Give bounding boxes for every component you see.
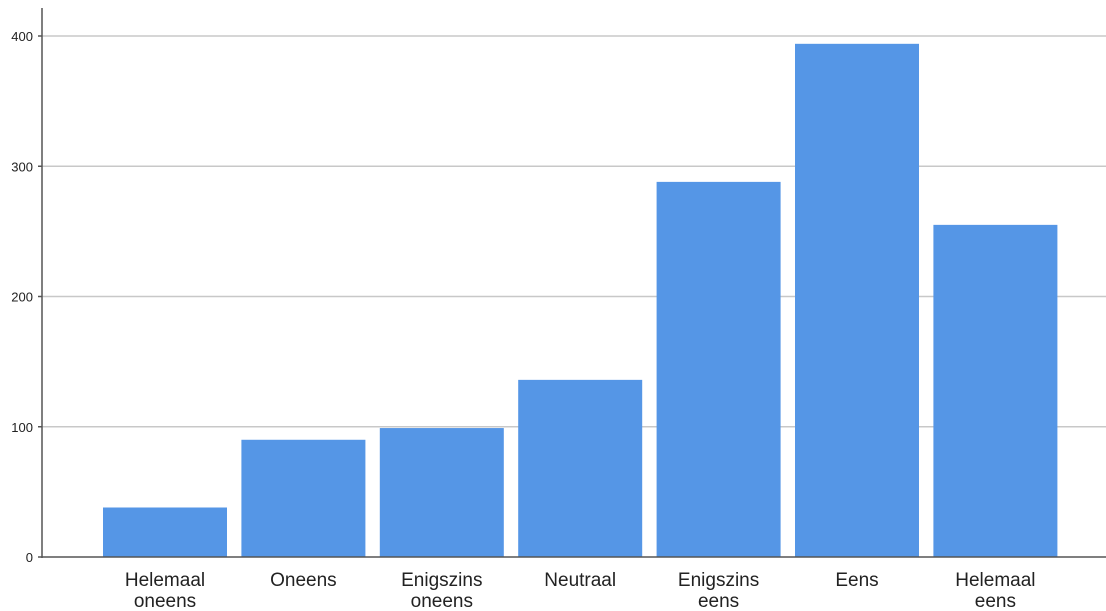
y-tick-label: 100 [11,420,33,435]
bar [933,224,1058,558]
x-tick-label-line: Helemaal [125,570,205,591]
bar [518,379,643,557]
x-tick-label-line: oneens [411,591,473,611]
bar [656,181,781,557]
x-tick-label-line: Enigszins [678,570,759,591]
bar [795,43,919,557]
y-tick-label: 300 [11,159,33,174]
y-tick-label: 0 [26,550,33,565]
x-tick-label-line: Helemaal [955,570,1035,591]
bar [241,439,366,557]
x-tick-label: Enigszins oneens [401,570,482,611]
x-tick-label: Helemaal oneens [125,570,205,611]
x-tick-label-line: oneens [134,591,196,611]
x-tick-label: Enigszins eens [678,570,759,611]
x-tick-label: Oneens [270,570,337,591]
bar [379,428,504,557]
x-tick-label-line: Enigszins [401,570,482,591]
x-tick-label-line: eens [975,591,1016,611]
x-tick-label: Helemaal eens [955,570,1035,611]
bars [103,43,1058,558]
x-tick-label-line: eens [698,591,739,611]
x-tick-label-line: Oneens [270,570,337,591]
axes [38,8,1106,558]
bar [103,507,227,557]
x-tick-label: Eens [835,570,878,591]
x-tick-label-line: Neutraal [544,570,616,591]
x-tick-label-line: Eens [835,570,878,591]
y-tick-label: 400 [11,29,33,44]
y-tick-label: 200 [11,290,33,305]
x-tick-label: Neutraal [544,570,616,591]
